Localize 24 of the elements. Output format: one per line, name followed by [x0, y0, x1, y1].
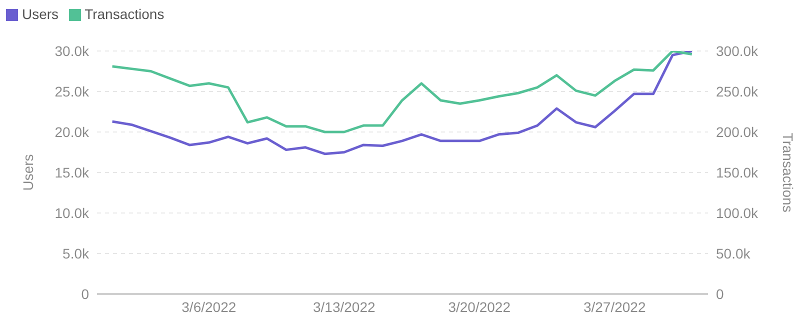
- x-tick-label: 3/20/2022: [448, 298, 511, 315]
- y2-tick-label: 100.0k: [716, 204, 760, 221]
- y2-tick-label: 250.0k: [716, 83, 760, 100]
- y2-axis-title: Transactions: [780, 132, 796, 212]
- x-tick-label: 3/27/2022: [583, 298, 646, 315]
- legend-label: Users: [22, 6, 59, 22]
- y2-tick-label: 50.0k: [716, 245, 752, 262]
- x-tick-label: 3/13/2022: [312, 298, 376, 315]
- x-tick-label: 3/6/2022: [182, 298, 236, 315]
- y2-tick-label: 150.0k: [716, 164, 760, 180]
- legend-label: Transactions: [84, 6, 164, 22]
- y2-tick-label: 200.0k: [716, 124, 760, 140]
- y-axis-title: Users: [20, 154, 36, 191]
- y2-tick-label: 300.0k: [716, 42, 760, 59]
- line-series: [111, 51, 694, 156]
- line-series: [111, 51, 694, 134]
- y2-tick-label: 0: [716, 286, 724, 302]
- y-tick-label: 10.0k: [54, 204, 90, 221]
- y-tick-label: 0: [81, 286, 90, 302]
- y-tick-label: 30.0k: [54, 42, 90, 59]
- y-tick-label: 15.0k: [54, 164, 90, 180]
- y-tick-label: 5.0k: [62, 245, 90, 262]
- y-tick-label: 25.0k: [54, 83, 90, 100]
- y-tick-label: 20.0k: [54, 124, 90, 140]
